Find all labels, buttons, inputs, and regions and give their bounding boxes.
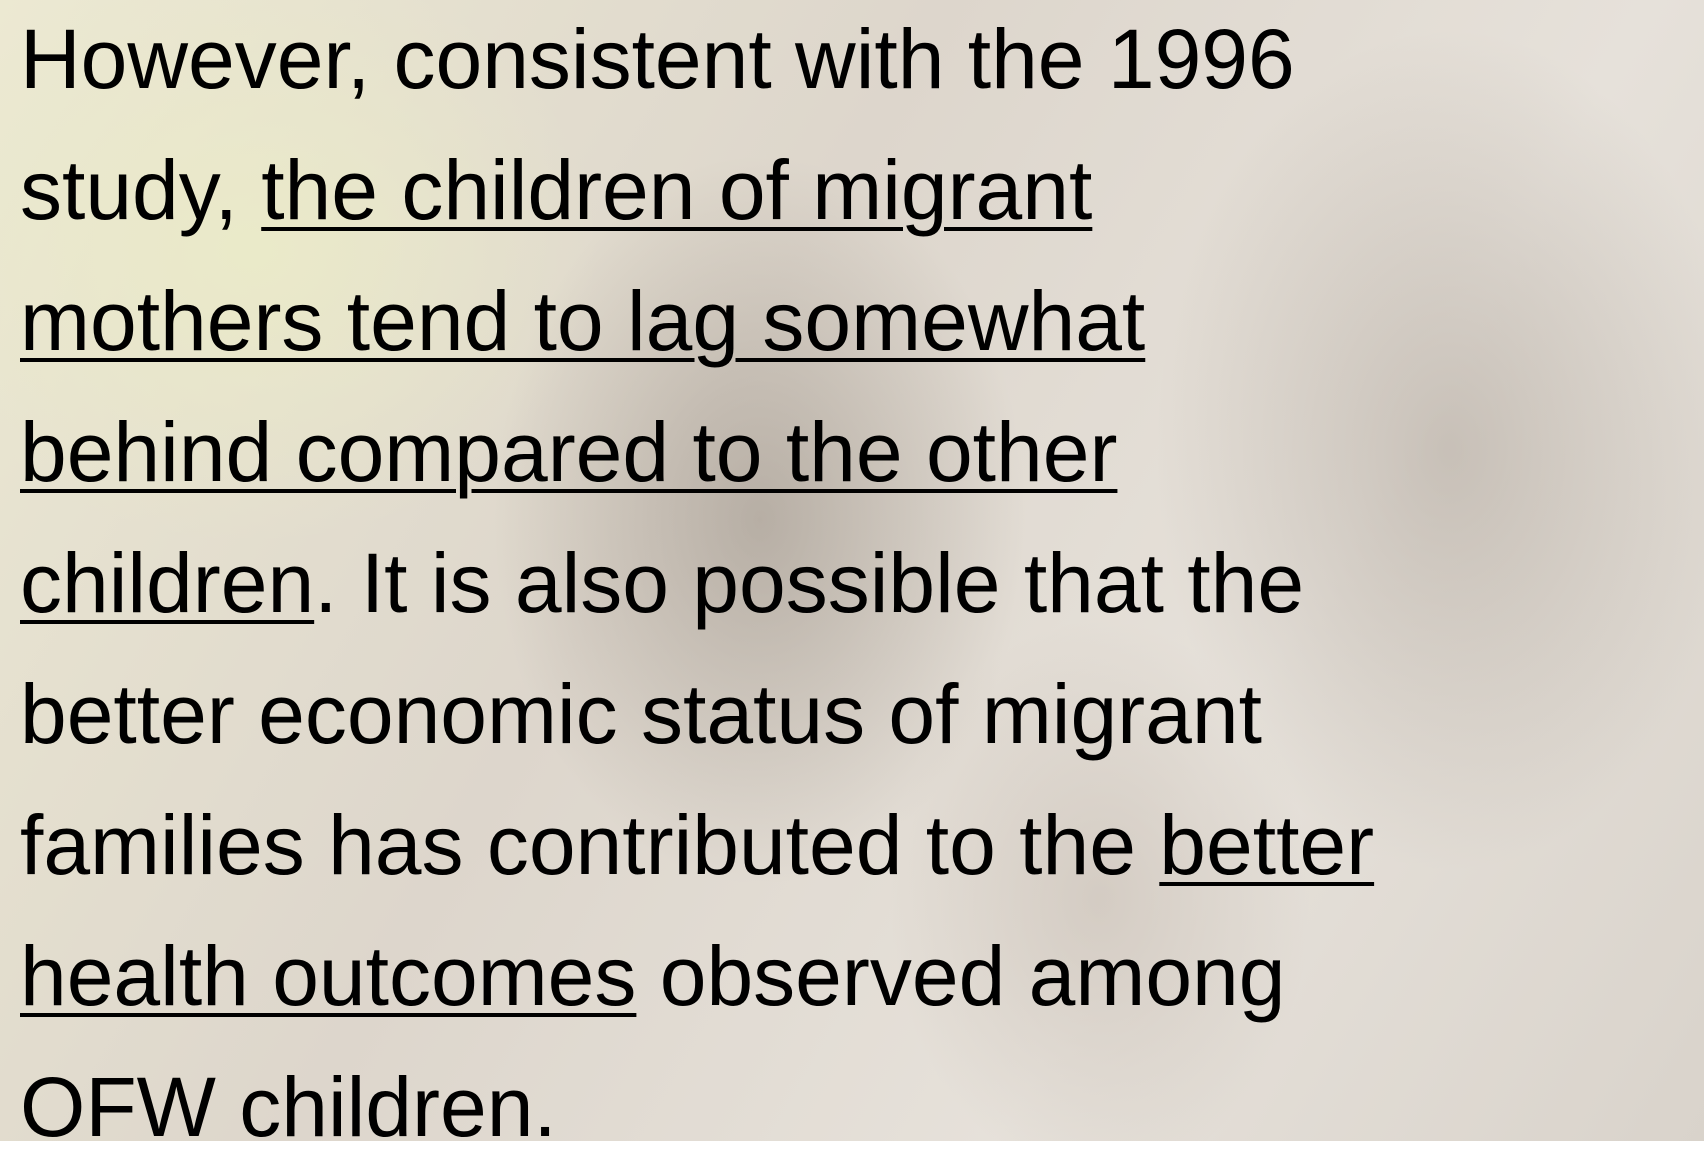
- slide: However, consistent with the 1996 study, …: [0, 0, 1704, 1141]
- text-segment: families has contributed to the: [20, 798, 1159, 892]
- text-segment: OFW children.: [20, 1060, 557, 1154]
- text-line: families has contributed to the better: [20, 780, 1374, 911]
- text-line: children. It is also possible that the: [20, 518, 1374, 649]
- text-line: However, consistent with the 1996: [20, 0, 1374, 125]
- text-segment: observed among: [636, 929, 1285, 1023]
- underlined-text: behind compared to the other: [20, 405, 1117, 499]
- paragraph: However, consistent with the 1996 study, …: [20, 0, 1374, 1173]
- text-segment: However, consistent with the 1996: [20, 12, 1295, 106]
- underlined-text: children: [20, 536, 314, 630]
- text-segment: study,: [20, 143, 261, 237]
- text-line: mothers tend to lag somewhat: [20, 256, 1374, 387]
- text-segment: better economic status of migrant: [20, 667, 1262, 761]
- text-line: better economic status of migrant: [20, 649, 1374, 780]
- text-line: health outcomes observed among: [20, 911, 1374, 1042]
- underlined-text: better: [1159, 798, 1374, 892]
- underlined-text: mothers tend to lag somewhat: [20, 274, 1145, 368]
- text-line: OFW children.: [20, 1042, 1374, 1173]
- underlined-text: the children of migrant: [261, 143, 1092, 237]
- text-segment: . It is also possible that the: [314, 536, 1304, 630]
- text-line: study, the children of migrant: [20, 125, 1374, 256]
- underlined-text: health outcomes: [20, 929, 636, 1023]
- text-line: behind compared to the other: [20, 387, 1374, 518]
